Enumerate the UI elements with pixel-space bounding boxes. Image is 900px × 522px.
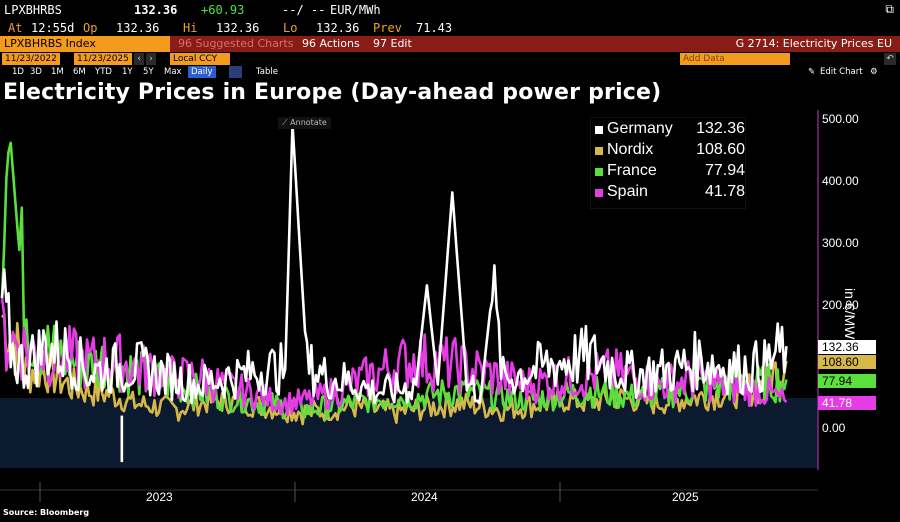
range-max[interactable]: Max [164,67,182,77]
last-price: 132.36 [134,3,178,17]
last-value-france: 77.94 [818,374,876,388]
pencil-icon[interactable]: ✎ [808,67,816,77]
time-label: At [8,21,23,35]
low-value: 132.36 [316,21,360,35]
high-label: Hi [183,21,198,35]
low-label: Lo [283,21,298,35]
bid-ask: --/ -- [282,3,326,17]
last-value-germany: 132.36 [818,340,876,354]
series-line-germany [0,122,788,405]
prev-period-button[interactable]: ‹ [134,53,144,65]
function-bar: LPXBHRBS Index 96 Suggested Charts 96 Ac… [0,36,900,52]
ticker-header: LPXBHRBS 132.36 +60.93 --/ -- EUR/MWh ⧉ [0,0,900,20]
high-value: 132.36 [216,21,260,35]
edit-menu[interactable]: 97 Edit [373,37,412,50]
price-change: +60.93 [201,3,245,17]
price-chart[interactable] [0,110,900,520]
date-bar: 11/23/2022 11/23/2025 ‹ › Local CCY Add … [0,53,900,66]
open-value: 132.36 [116,21,160,35]
next-period-button[interactable]: › [146,53,156,65]
security-field[interactable]: LPXBHRBS Index [0,36,170,52]
source-note: Source: Bloomberg [3,508,90,517]
table-button[interactable]: Table [256,67,278,77]
legend-swatch [595,126,603,134]
range-1d[interactable]: 1D [12,67,24,77]
range-1y[interactable]: 1Y [122,67,133,77]
price-unit: EUR/MWh [330,3,381,17]
annotate-button[interactable]: ⟋ Annotate [278,117,331,129]
open-label: Op [83,21,98,35]
chart-title: Electricity Prices in Europe (Day-ahead … [3,80,662,105]
suggested-charts-menu[interactable]: 96 Suggested Charts [178,37,294,50]
frequency-select[interactable]: Daily [188,66,216,78]
currency-select[interactable]: Local CCY [170,53,230,65]
range-3d[interactable]: 3D [30,67,42,77]
prev-value: 71.43 [416,21,453,35]
y-tick-label: 500.00 [822,112,859,126]
start-date-input[interactable]: 11/23/2022 [2,53,60,65]
undo-icon[interactable]: ↶ [884,53,896,65]
popout-icon[interactable]: ⧉ [885,2,894,16]
range-6m[interactable]: 6M [73,67,86,77]
x-tick-label: 2025 [672,490,699,504]
x-tick-label: 2023 [146,490,173,504]
chart-name[interactable]: G 2714: Electricity Prices EU [735,37,892,50]
y-tick-label: 200.00 [822,298,859,312]
line-chart-icon[interactable] [229,66,242,78]
range-bar: 1D 3D 1M 6M YTD 1Y 5Y Max Daily Table ✎ … [0,66,900,79]
last-value-spain: 41.78 [818,396,876,410]
prev-label: Prev [373,21,402,35]
add-data-input[interactable]: Add Data [680,53,790,65]
actions-menu[interactable]: 96 Actions [302,37,360,50]
legend-swatch [595,168,603,176]
ticker-symbol[interactable]: LPXBHRBS [4,3,62,17]
last-value-nordix: 108.60 [818,355,876,369]
range-5y[interactable]: 5Y [143,67,154,77]
quote-stats: At 12:55d Op 132.36 Hi 132.36 Lo 132.36 … [0,20,900,36]
y-tick-label: 0.00 [822,421,846,435]
settings-icon[interactable]: ⚙ [870,67,878,77]
end-date-input[interactable]: 11/23/2025 [74,53,132,65]
area-fill [0,398,818,468]
edit-chart-button[interactable]: Edit Chart [820,67,863,77]
y-axis-label: in €/MWh [842,288,858,348]
range-1m[interactable]: 1M [51,67,64,77]
x-tick-label: 2024 [411,490,438,504]
y-tick-label: 400.00 [822,174,859,188]
time-value: 12:55d [31,21,75,35]
y-tick-label: 300.00 [822,236,859,250]
legend-swatch [595,189,603,197]
legend-swatch [595,147,603,155]
legend: Germany 132.36 Nordix 108.60 France 77.9… [590,117,746,209]
range-ytd[interactable]: YTD [95,67,112,77]
